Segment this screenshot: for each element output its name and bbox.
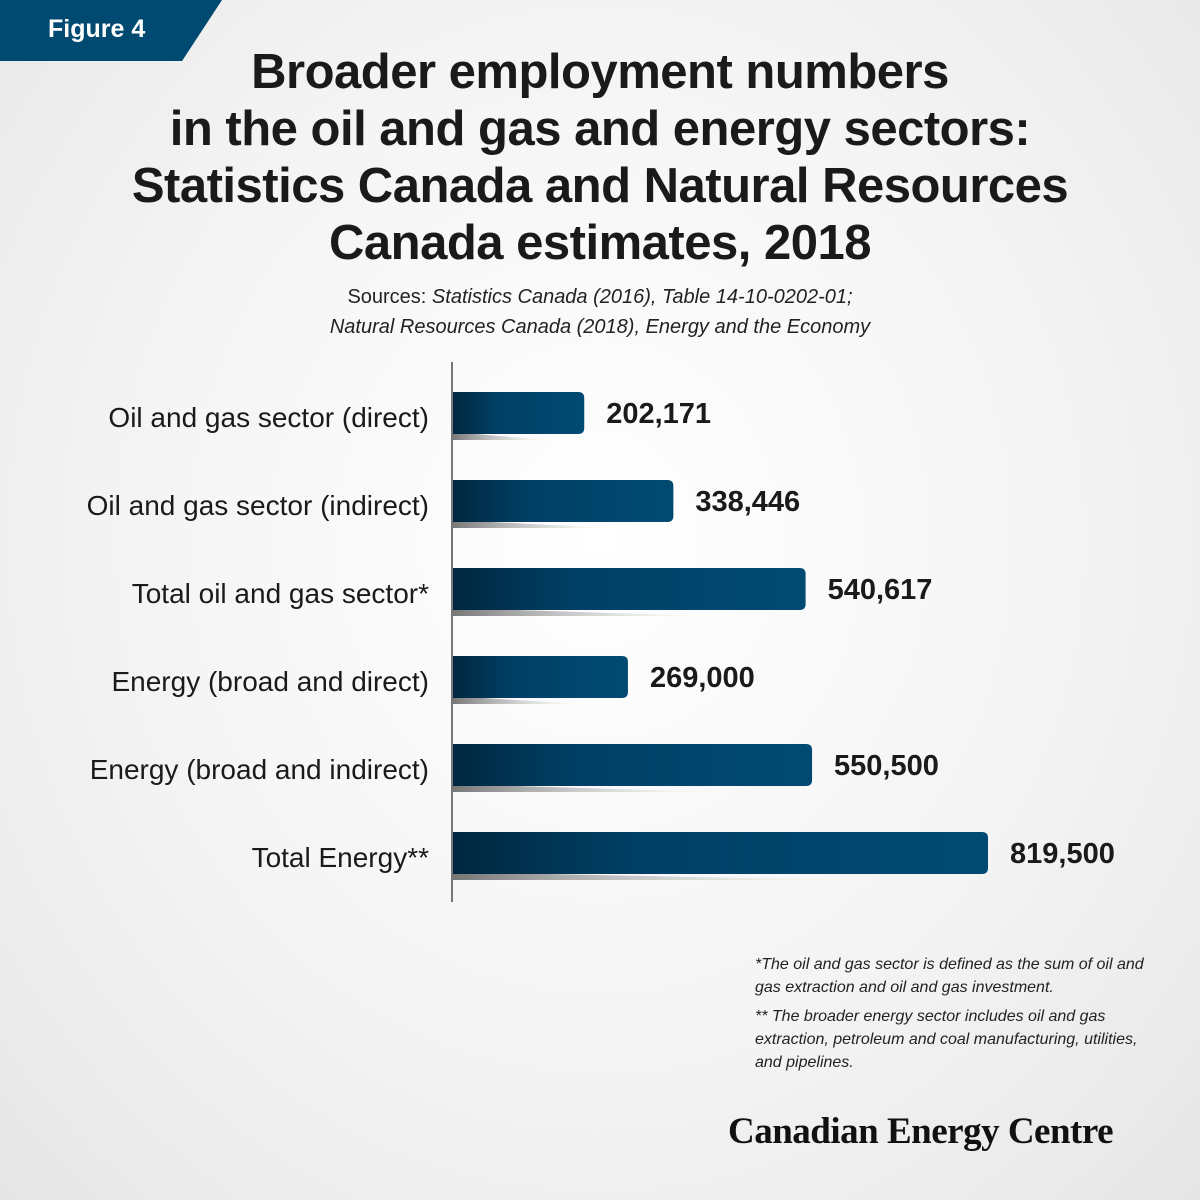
title-line: Statistics Canada and Natural Resources	[131, 159, 1069, 213]
bar	[452, 744, 813, 786]
bar	[452, 480, 674, 522]
category-label: Energy (broad and direct)	[111, 666, 429, 697]
bar	[452, 392, 585, 434]
figure-label: Figure 4	[48, 15, 146, 43]
bar-shadow	[452, 608, 707, 616]
title-line: in the oil and gas and energy sectors:	[169, 102, 1031, 156]
source-2: Natural Resources Canada (2018), Energy …	[329, 316, 871, 338]
footnotes: *The oil and gas sector is defined as th…	[755, 953, 1165, 1080]
source-1: Statistics Canada (2016), Table 14-10-02…	[431, 286, 853, 308]
title-line: Broader employment numbers	[251, 45, 949, 99]
bar	[452, 656, 628, 698]
sources-prefix: Sources:	[347, 286, 432, 308]
figure-badge: Figure 4	[0, 0, 222, 61]
category-label: Total oil and gas sector*	[132, 578, 429, 609]
chart-title: Broader employment numbers in the oil an…	[0, 44, 1200, 272]
bar	[452, 832, 988, 874]
logo: Canadian Energy Centre	[728, 1111, 1114, 1152]
title-line: Canada estimates, 2018	[329, 216, 871, 270]
data-label: 550,500	[834, 750, 939, 782]
data-label: 269,000	[650, 662, 755, 694]
data-label: 540,617	[828, 574, 933, 606]
sources: Sources: Statistics Canada (2016), Table…	[0, 282, 1200, 342]
category-label: Total Energy**	[252, 842, 430, 873]
category-label: Oil and gas sector (indirect)	[87, 490, 429, 521]
data-label: 819,500	[1010, 838, 1115, 870]
category-label: Oil and gas sector (direct)	[108, 402, 429, 433]
footnote-1: *The oil and gas sector is defined as th…	[755, 956, 1144, 996]
data-label: 338,446	[695, 486, 800, 518]
footnote-2: ** The broader energy sector includes oi…	[755, 1008, 1138, 1071]
category-label: Energy (broad and indirect)	[90, 754, 429, 785]
data-label: 202,171	[606, 398, 711, 430]
bar	[452, 568, 806, 610]
